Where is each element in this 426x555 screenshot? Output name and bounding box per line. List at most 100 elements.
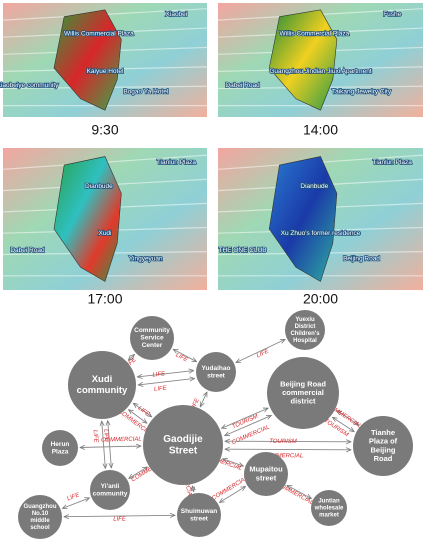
edge-arrow <box>129 410 147 424</box>
time-label: 9:30 <box>91 122 118 138</box>
map-label: Guangzhou Jindian Jiuxi Apartment <box>269 68 371 75</box>
map-label: Dianbude <box>300 183 328 190</box>
map-panel: Willis Commercial Plaza Fushe Guangzhou Ji… <box>217 3 424 117</box>
node-label: Mupaitou <box>249 465 283 474</box>
node-circle <box>244 452 288 496</box>
node-circle <box>267 357 339 429</box>
edge-arrow <box>138 378 194 384</box>
node-label: community <box>93 490 128 497</box>
map-label: Willis Commercial Plaza <box>64 30 134 37</box>
edge-label: LIFE <box>92 430 99 444</box>
node-label: Street <box>169 445 198 456</box>
map-panel: Dianbude Tianlun Plaza Xudi Yingyeyuan Dabei… <box>2 148 208 290</box>
node-circle <box>42 430 78 466</box>
edge-arrow <box>225 415 272 435</box>
node-circle <box>196 352 236 392</box>
map-label: Tianlun Plaza <box>157 159 197 166</box>
node-label: street <box>207 372 226 379</box>
edge-arrow <box>192 486 193 492</box>
node-circle <box>353 416 413 476</box>
node-label: wholesale <box>314 506 344 512</box>
node-label: Hospital <box>293 338 317 344</box>
node-label: Plaza of <box>369 437 398 446</box>
edge-arrow <box>225 449 351 450</box>
map-label: Bogao Ya Hotel <box>123 89 168 96</box>
edge-arrow <box>137 371 193 377</box>
node-label: community <box>77 385 128 396</box>
node-label: Herun <box>51 441 70 448</box>
node-circle <box>177 493 221 537</box>
map-label: Xiaobeiye community <box>0 82 59 89</box>
edge-label: LIFE <box>66 492 81 503</box>
edge-arrow <box>223 459 244 466</box>
map-label: Taikang Jewelry City <box>332 89 392 96</box>
map-label: Fushe <box>383 11 401 18</box>
node-circle <box>311 490 347 526</box>
node-label: Xudi <box>92 374 113 385</box>
node-label: Shuimuwan <box>181 508 218 515</box>
edge-label: COMMERCIAL <box>211 476 249 502</box>
map-label: Beijing Road <box>343 255 380 262</box>
node-label: Road <box>374 454 393 463</box>
edge-label: LIFE <box>256 348 271 359</box>
time-label: 14:00 <box>303 122 338 138</box>
node-label: Juntian <box>318 499 340 505</box>
map-panel: Willis Commercial Plaza Xiaobei Kaiyue Hot… <box>0 3 208 117</box>
node-circle <box>285 310 325 350</box>
edge-label: LIFE <box>152 371 166 379</box>
map-label: Dianbude <box>85 183 113 190</box>
map-label: Yingyeyuan <box>129 255 163 262</box>
map-label: Dabei Road <box>225 82 260 89</box>
edge-label: LIFE <box>154 385 168 393</box>
map-label: Xu Zhuo's former residence <box>281 230 361 237</box>
edge-label: LIFE <box>174 352 189 364</box>
node-label: Guangzhou <box>24 504 57 510</box>
edge-arrow <box>108 421 112 468</box>
node-label: Yi'anli <box>101 483 120 490</box>
edge-label: LIFE <box>113 516 127 522</box>
node-circle <box>68 351 136 419</box>
edge-arrow <box>199 392 208 407</box>
map-label: Kaiyue Hotel <box>87 68 124 75</box>
time-label: 20:00 <box>303 291 338 307</box>
map-label: Xiaobei <box>166 11 188 18</box>
node-label: market <box>319 512 339 518</box>
map-label: Willis Commercial Plaza <box>279 30 349 37</box>
edge-arrow <box>62 498 89 508</box>
edge-arrow <box>64 515 175 516</box>
edge-arrow <box>287 485 311 498</box>
node-circle <box>130 316 174 360</box>
edge-label: TOURISM <box>323 418 349 438</box>
node-label: Service <box>140 335 164 342</box>
node-label: middle <box>30 518 50 524</box>
edge-arrow <box>80 446 141 447</box>
node-label: school <box>30 525 50 531</box>
edge-arrow <box>128 354 134 360</box>
node-label: Beijing <box>370 445 395 454</box>
edge-arrow <box>236 338 285 364</box>
edge-label: COMMERCIAL <box>263 453 304 459</box>
map-label: THE ONE CLUB <box>219 247 267 254</box>
node-label: Plaza <box>52 448 69 455</box>
node-circle <box>90 470 130 510</box>
time-label: 17:00 <box>87 291 122 307</box>
node-circle <box>18 495 62 539</box>
node-label: street <box>190 515 209 522</box>
heat-region <box>268 9 338 111</box>
map-panels: Willis Commercial Plaza Xiaobei Kaiyue Hot… <box>0 3 424 307</box>
map-label: Tianlun Plaza <box>373 159 413 166</box>
edge-arrow <box>129 467 148 478</box>
node-label: Beijing Road <box>280 379 326 388</box>
